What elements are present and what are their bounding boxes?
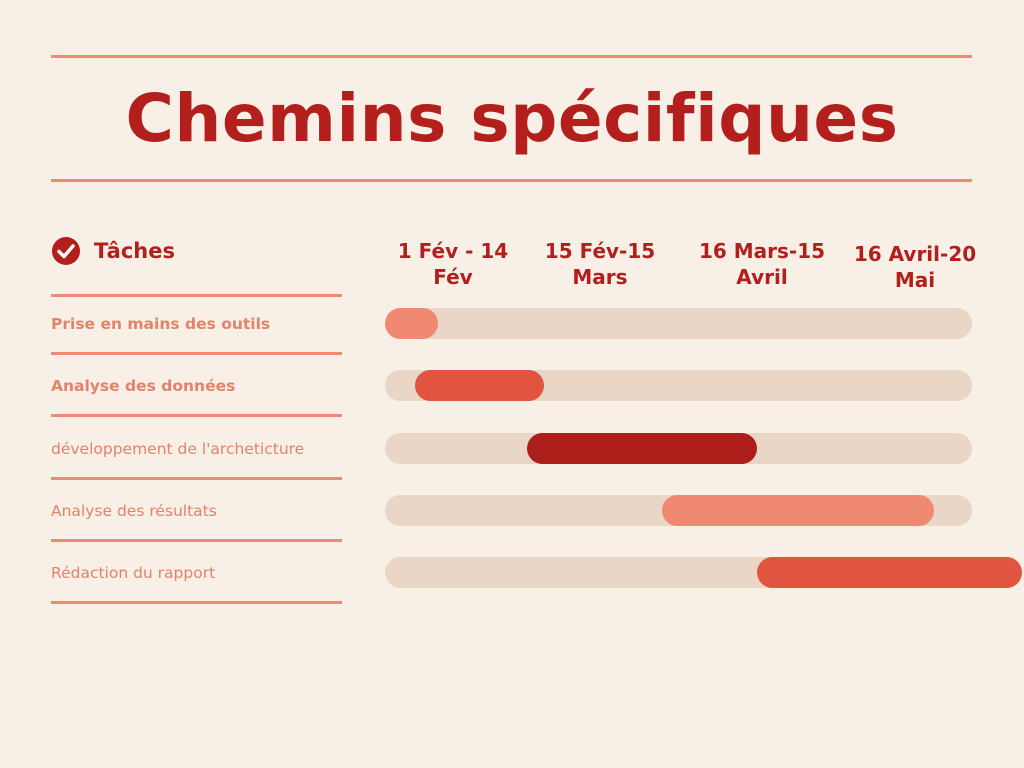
page-title: Chemins spécifiques [125,80,899,157]
check-circle-icon [52,237,80,265]
task-separator [51,294,342,297]
task-bar [385,308,439,339]
task-bar [526,433,757,464]
task-separator [51,477,342,480]
task-label: développement de l'archeticture [51,440,305,458]
period-header-2: 15 Fév-15 Mars [544,239,656,289]
tasks-header: Tâches [51,236,175,266]
task-label: Analyse des données [51,377,236,395]
task-separator [51,539,342,542]
tasks-label: Tâches [94,239,175,263]
task-bar [756,557,1023,588]
top-rule [51,55,972,58]
task-separator [51,601,342,604]
task-separator [51,352,342,355]
period-header-1: 1 Fév - 14 Fév [397,239,509,289]
period-header-3: 16 Mars-15 Avril [698,239,826,289]
task-track [385,308,972,339]
task-label: Analyse des résultats [51,502,217,520]
task-separator [51,414,342,417]
task-bar [662,495,934,526]
task-label: Rédaction du rapport [51,564,216,582]
title-underline [51,179,972,182]
task-label: Prise en mains des outils [51,315,271,333]
period-header-4: 16 Avril-20 Mai [853,242,977,292]
task-bar [414,370,545,401]
